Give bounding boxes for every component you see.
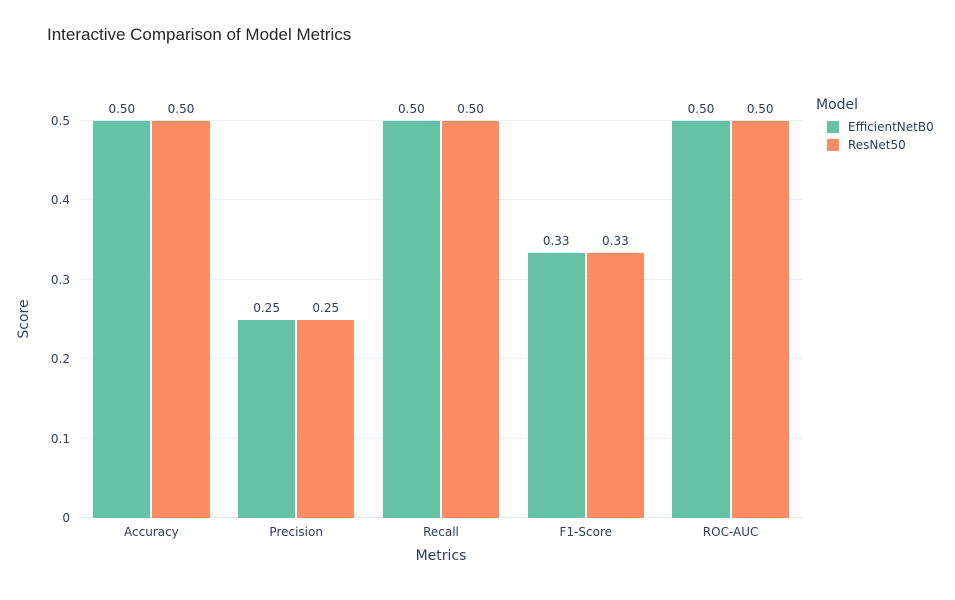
bar-value-label: 0.50 — [457, 102, 484, 116]
bar-efficientnetb0-accuracy: 0.50 — [93, 102, 151, 518]
legend-item-label: EfficientNetB0 — [848, 120, 934, 134]
bar-efficientnetb0-f1-score: 0.33 — [527, 234, 585, 518]
legend-item-label: ResNet50 — [848, 138, 906, 152]
gridline — [79, 199, 803, 201]
bar-group-accuracy: 0.50 0.50 Accuracy — [79, 102, 224, 539]
y-tick-label: 0.3 — [50, 272, 70, 287]
gridline — [79, 437, 803, 439]
x-axis-title: Metrics — [415, 548, 467, 564]
gridline — [79, 278, 803, 280]
plot-area: 0 0.1 0.2 0.3 0.4 0.5 0.50 0.50 Accuracy 0.25 0.2… — [51, 102, 803, 539]
bar-value-label: 0.50 — [687, 102, 715, 116]
bar-value-label: 0.50 — [746, 102, 774, 116]
bar-resnet50-recall: 0.50 — [441, 102, 500, 518]
bar-value-label: 0.50 — [398, 102, 425, 116]
bar-value-label: 0.50 — [167, 102, 195, 116]
bar-value-label: 0.25 — [253, 300, 280, 315]
bar-value-label: 0.50 — [108, 102, 136, 116]
y-tick-label: 0.2 — [50, 352, 70, 367]
x-tick-label-accuracy: Accuracy — [124, 525, 179, 539]
y-tick-label: 0.5 — [50, 114, 70, 128]
y-tick-label: 0 — [62, 511, 70, 525]
bar-value-label: 0.33 — [542, 234, 570, 249]
bar-value-label: 0.33 — [602, 234, 629, 249]
gridline — [79, 120, 803, 121]
y-tick-label: 0.1 — [50, 431, 70, 446]
gridline — [79, 358, 803, 360]
y-tick-label: 0.4 — [50, 193, 70, 208]
bar-group-precision: 0.25 0.25 Precision — [224, 121, 369, 539]
legend-item-resnet50[interactable]: ResNet50 — [816, 136, 934, 154]
bar-efficientnetb0-recall: 0.50 — [382, 102, 440, 518]
bar-group-roc-auc: 0.50 0.50 ROC-AUC — [658, 102, 803, 539]
legend-title: Model — [816, 97, 859, 113]
bar-efficientnetb0-roc-auc: 0.50 — [672, 102, 730, 518]
bar-group-f1-score: 0.33 0.33 F1-Score — [513, 121, 658, 539]
zero-line — [79, 517, 803, 518]
x-tick-label-f1-score: F1-Score — [559, 525, 613, 539]
bars-layer: 0.50 0.50 Accuracy 0.25 0.25 Precision 0.50 0.5… — [79, 102, 803, 539]
legend: Model EfficientNetB0 ResNet50 — [816, 97, 934, 154]
legend-item-efficientnetb0[interactable]: EfficientNetB0 — [816, 118, 934, 136]
chart-title: Interactive Comparison of Model Metrics — [47, 25, 352, 44]
x-tick-label-precision: Precision — [269, 525, 323, 539]
legend-items: EfficientNetB0 ResNet50 — [816, 118, 934, 154]
bar-value-label: 0.25 — [312, 300, 340, 315]
bar-resnet50-precision: 0.25 — [297, 301, 355, 518]
legend-swatch-icon — [827, 121, 839, 133]
y-axis-title: Score — [16, 299, 32, 339]
bar-efficientnetb0-precision: 0.25 — [238, 301, 296, 518]
bar-resnet50-accuracy: 0.50 — [152, 102, 210, 518]
x-tick-label-recall: Recall — [423, 525, 459, 539]
legend-swatch-icon — [827, 139, 839, 151]
x-tick-label-roc-auc: ROC-AUC — [702, 525, 759, 539]
bar-resnet50-roc-auc: 0.50 — [731, 102, 789, 518]
bar-group-recall: 0.50 0.50 Recall — [369, 102, 514, 539]
bar-resnet50-f1-score: 0.33 — [586, 234, 644, 518]
